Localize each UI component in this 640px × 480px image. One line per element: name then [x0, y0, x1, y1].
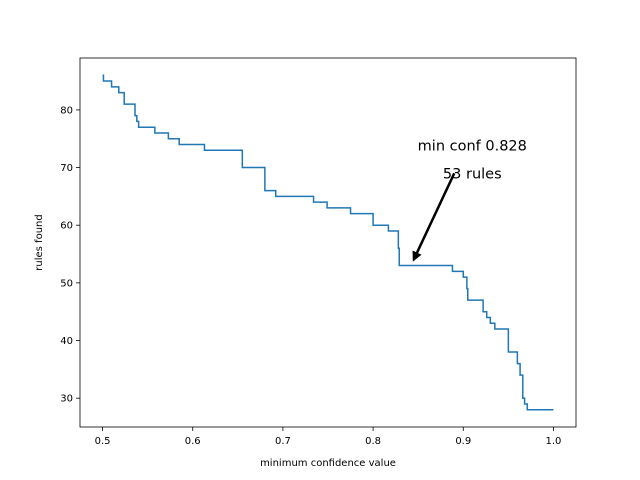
x-tick-label: 0.5 — [95, 436, 111, 447]
series-layer — [102, 74, 554, 411]
y-tick-label: 50 — [60, 278, 73, 289]
plot-area — [79, 57, 577, 428]
annotation-text-line: 53 rules — [443, 166, 502, 182]
x-tick-label: 0.7 — [275, 436, 291, 447]
annotation-text-line: min conf 0.828 — [418, 138, 527, 154]
y-tick-label: 80 — [60, 105, 73, 116]
annotation-arrow — [412, 172, 456, 262]
x-axis: 0.5 0.6 0.7 0.8 0.9 1.0 — [95, 427, 562, 447]
y-axis: 30 40 50 60 70 80 — [60, 105, 80, 405]
y-tick-label: 70 — [60, 163, 73, 174]
y-tick-label: 30 — [60, 394, 73, 405]
x-tick-label: 0.9 — [455, 436, 471, 447]
series-line — [102, 74, 554, 411]
y-tick-label: 60 — [60, 221, 73, 232]
x-tick-label: 0.6 — [185, 436, 201, 447]
x-tick-label: 0.8 — [365, 436, 381, 447]
y-axis-label: rules found — [34, 214, 45, 270]
y-tick-label: 40 — [60, 336, 73, 347]
annotation: min conf 0.828 53 rules — [412, 138, 527, 262]
x-tick-label: 1.0 — [546, 436, 562, 447]
x-axis-label: minimum confidence value — [260, 458, 396, 469]
